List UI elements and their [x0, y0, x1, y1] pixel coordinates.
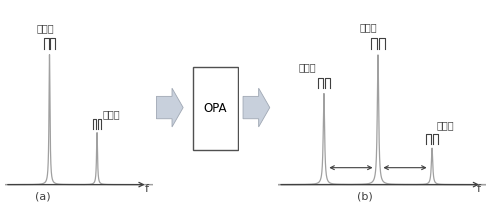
Text: f: f [477, 184, 481, 194]
Text: (a): (a) [35, 191, 50, 201]
Text: OPA: OPA [204, 102, 227, 115]
Text: (b): (b) [357, 191, 373, 201]
Text: 探测波: 探测波 [436, 120, 454, 130]
FancyArrow shape [156, 88, 183, 127]
Text: 闲散波: 闲散波 [299, 63, 317, 73]
Text: 探测波: 探测波 [103, 109, 121, 119]
FancyArrow shape [243, 88, 270, 127]
Text: 信号波: 信号波 [359, 22, 377, 32]
FancyBboxPatch shape [194, 68, 238, 150]
Text: f: f [145, 184, 148, 194]
Text: 信号波: 信号波 [36, 24, 54, 34]
